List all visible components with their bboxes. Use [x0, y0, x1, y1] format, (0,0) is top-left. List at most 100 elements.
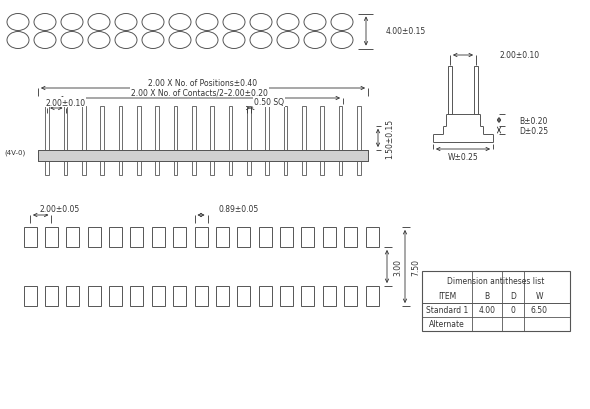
Bar — [173, 162, 178, 175]
Bar — [137, 162, 140, 175]
Bar — [204, 40, 210, 46]
Bar — [82, 107, 86, 151]
Bar — [96, 40, 102, 46]
Text: Standard 1: Standard 1 — [426, 306, 468, 315]
Bar — [69, 20, 75, 26]
Text: 7.50: 7.50 — [411, 258, 421, 275]
Bar — [211, 107, 214, 151]
Ellipse shape — [277, 14, 299, 31]
Bar — [130, 227, 143, 247]
Bar — [177, 40, 183, 46]
Bar — [323, 227, 336, 247]
Bar — [15, 40, 21, 46]
Ellipse shape — [250, 32, 272, 49]
Bar — [150, 20, 156, 26]
Bar — [301, 227, 314, 247]
Bar — [258, 227, 271, 247]
Bar — [88, 227, 101, 247]
Ellipse shape — [223, 14, 245, 31]
Bar — [88, 286, 101, 306]
Bar — [45, 107, 49, 151]
Ellipse shape — [88, 14, 110, 31]
Text: 4.00±0.15: 4.00±0.15 — [386, 27, 426, 36]
Bar — [192, 107, 196, 151]
Bar — [247, 107, 251, 151]
Text: 1.50±0.15: 1.50±0.15 — [385, 119, 395, 159]
Ellipse shape — [34, 32, 56, 49]
Text: ITEM: ITEM — [438, 292, 456, 301]
Bar — [24, 227, 37, 247]
Bar — [312, 40, 318, 46]
Bar — [302, 162, 306, 175]
Bar — [204, 20, 210, 26]
Ellipse shape — [304, 32, 326, 49]
Bar — [173, 107, 178, 151]
Bar — [109, 286, 122, 306]
Bar — [339, 162, 342, 175]
Bar — [258, 286, 271, 306]
Text: 2.00 X No. of Contacts/2–2.00±0.20: 2.00 X No. of Contacts/2–2.00±0.20 — [131, 88, 268, 97]
Ellipse shape — [331, 14, 353, 31]
Bar — [280, 227, 293, 247]
Bar — [192, 162, 196, 175]
Bar — [45, 286, 58, 306]
Bar — [137, 107, 140, 151]
Ellipse shape — [88, 32, 110, 49]
Bar — [42, 20, 48, 26]
Text: W: W — [535, 292, 543, 301]
Bar — [100, 107, 104, 151]
Bar — [123, 40, 129, 46]
Bar — [45, 227, 58, 247]
Text: 0.50 SQ: 0.50 SQ — [254, 98, 284, 107]
Bar — [130, 286, 143, 306]
Bar — [195, 227, 208, 247]
Bar — [119, 107, 122, 151]
Text: W±0.25: W±0.25 — [448, 153, 478, 162]
Bar — [123, 20, 129, 26]
Text: Dimension antitheses list: Dimension antitheses list — [447, 277, 545, 286]
Bar — [285, 20, 291, 26]
Text: (4V-0): (4V-0) — [4, 149, 25, 156]
Text: 4.00: 4.00 — [478, 306, 496, 315]
Bar — [64, 162, 67, 175]
Bar — [284, 162, 287, 175]
Bar — [237, 227, 250, 247]
Ellipse shape — [169, 14, 191, 31]
Bar — [38, 151, 368, 162]
Bar — [150, 40, 156, 46]
Bar — [173, 286, 186, 306]
Bar — [119, 162, 122, 175]
Ellipse shape — [169, 32, 191, 49]
Bar — [284, 107, 287, 151]
Bar — [173, 227, 186, 247]
Text: 2.00±0.10: 2.00±0.10 — [499, 52, 539, 61]
Bar — [152, 286, 165, 306]
Bar — [258, 20, 264, 26]
Bar — [247, 162, 251, 175]
Bar — [66, 286, 79, 306]
Ellipse shape — [115, 14, 137, 31]
Text: 6.50: 6.50 — [530, 306, 548, 315]
Bar — [301, 286, 314, 306]
Bar — [339, 40, 345, 46]
Bar — [231, 20, 237, 26]
Bar — [82, 162, 86, 175]
Text: B±0.20: B±0.20 — [519, 116, 548, 125]
Bar — [323, 286, 336, 306]
Bar — [357, 107, 360, 151]
Bar — [422, 271, 570, 331]
Ellipse shape — [61, 14, 83, 31]
Bar — [339, 20, 345, 26]
Ellipse shape — [142, 32, 164, 49]
Bar — [216, 227, 229, 247]
Text: 2.00±0.10: 2.00±0.10 — [45, 98, 85, 107]
Bar — [258, 40, 264, 46]
Bar — [237, 286, 250, 306]
Bar — [302, 107, 306, 151]
Bar — [216, 286, 229, 306]
Ellipse shape — [196, 32, 218, 49]
Bar — [280, 286, 293, 306]
Text: 0.89±0.05: 0.89±0.05 — [219, 205, 259, 214]
Bar — [231, 40, 237, 46]
Ellipse shape — [7, 14, 29, 31]
